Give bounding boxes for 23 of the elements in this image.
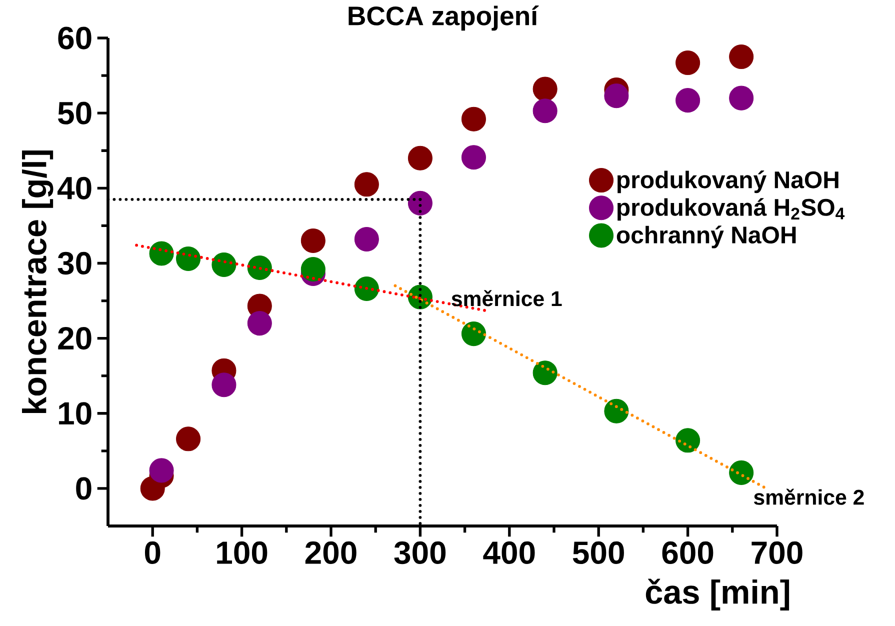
- annotation: směrnice 1: [452, 290, 562, 306]
- x-tick-label: 500: [572, 541, 624, 564]
- legend-label: produkovaná H$_{2}$SO$_{4}$: [618, 198, 845, 221]
- y-tick-label: 40: [58, 176, 92, 200]
- x-tick-label: 0: [144, 541, 160, 564]
- x-tick-label: 700: [752, 541, 802, 564]
- y-tick-label: 20: [58, 326, 92, 350]
- y-tick-label: 10: [59, 402, 92, 425]
- annotation: směrnice 2: [754, 488, 864, 505]
- y-tick-label: 50: [58, 102, 92, 124]
- x-tick-label: 200: [305, 541, 356, 564]
- legend-label: ochranný NaOH: [616, 226, 796, 248]
- x-tick-label: 400: [483, 541, 535, 564]
- chart-title: BCCA zapojení: [348, 6, 539, 31]
- legend-label: produkovaný NaOH: [618, 170, 838, 194]
- x-axis-title: čas [min]: [646, 578, 790, 611]
- y-tick-label: 30: [58, 252, 92, 275]
- x-tick-label: 100: [217, 541, 268, 564]
- y-tick-label: 0: [76, 477, 92, 500]
- y-axis-title: koncentrace [g/l]: [22, 150, 54, 414]
- x-tick-label: 300: [394, 541, 446, 564]
- y-tick-label: 60: [58, 26, 92, 50]
- x-tick-label: 600: [662, 541, 714, 564]
